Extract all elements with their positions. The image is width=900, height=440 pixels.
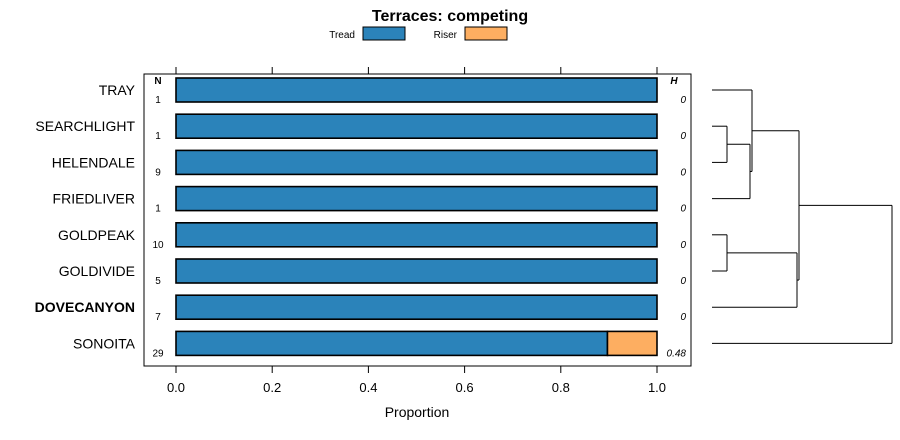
legend: Tread Riser: [329, 26, 508, 41]
legend-label-riser: Riser: [434, 30, 458, 41]
category-label: GOLDIVIDE: [59, 263, 135, 279]
bar-tread: [175, 330, 609, 357]
category-label: SEARCHLIGHT: [35, 118, 135, 134]
legend-label-tread: Tread: [329, 30, 355, 41]
bar-tread: [175, 222, 658, 248]
n-value: 7: [155, 312, 161, 323]
x-axis: 0.0 0.2 0.4 0.6 0.8 1.0: [167, 67, 666, 395]
n-value: 10: [152, 240, 164, 251]
bar-tread: [175, 294, 658, 321]
dendrogram: [712, 89, 893, 344]
category-label: FRIEDLIVER: [53, 191, 135, 207]
category-label: DOVECANYON: [35, 299, 135, 315]
h-value: 0: [680, 240, 686, 251]
category-label: TRAY: [99, 82, 136, 98]
n-value: 29: [152, 348, 164, 359]
bar-tread: [175, 149, 658, 176]
h-value: 0: [680, 131, 686, 142]
n-value: 9: [155, 167, 161, 178]
x-tick-label: 0.6: [456, 380, 474, 395]
x-tick-label: 1.0: [648, 380, 666, 395]
n-column-header: N: [154, 76, 161, 87]
x-tick-label: 0.4: [359, 380, 377, 395]
h-value: 0: [680, 167, 686, 178]
n-value: 5: [155, 276, 161, 287]
n-value: 1: [155, 204, 161, 215]
bar-tread: [175, 77, 658, 103]
x-tick-label: 0.2: [263, 380, 281, 395]
category-label: SONOITA: [73, 335, 136, 351]
n-value: 1: [155, 131, 161, 142]
chart-title: Terraces: competing: [372, 8, 528, 25]
category-label: GOLDPEAK: [58, 227, 136, 243]
x-axis-title: Proportion: [385, 404, 450, 420]
h-value: 0: [680, 204, 686, 215]
legend-swatch-riser: [464, 26, 508, 41]
bar-tread: [175, 258, 658, 284]
n-value: 1: [155, 95, 161, 106]
legend-swatch-tread: [362, 26, 406, 41]
h-value: 0: [680, 312, 686, 323]
x-tick-label: 0.8: [552, 380, 570, 395]
plot-frame: [143, 73, 692, 367]
bar-tread: [175, 113, 658, 139]
h-value: 0: [680, 276, 686, 287]
bar-riser: [606, 330, 658, 357]
category-label: HELENDALE: [52, 154, 135, 170]
x-tick-label: 0.0: [167, 380, 185, 395]
h-value: 0.48: [667, 348, 687, 359]
bar-series: [175, 77, 658, 357]
bar-tread: [175, 185, 658, 212]
h-column-header: H: [670, 76, 678, 87]
h-value: 0: [680, 95, 686, 106]
